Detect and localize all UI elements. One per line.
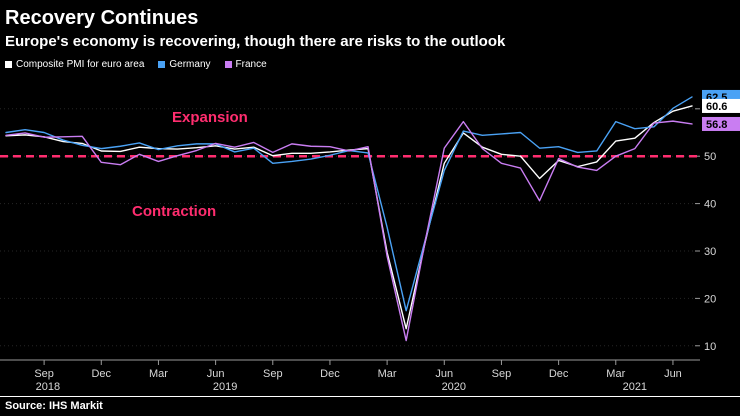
legend-label: Composite PMI for euro area [16,59,145,70]
y-tick-label: 50 [704,151,716,163]
chart-subtitle: Europe's economy is recovering, though t… [5,33,506,50]
annotation-expansion: Expansion [172,109,248,126]
end-value-badge [702,98,740,113]
year-label: 2019 [213,381,237,393]
x-tick-label: Jun [435,368,453,380]
x-tick-label: Mar [606,368,625,380]
legend-item-germany: Germany [158,59,211,70]
legend-item-euro-area: Composite PMI for euro area [5,59,144,70]
y-tick-label: 20 [704,293,716,305]
x-tick-label: Sep [263,368,283,380]
france-swatch-icon [224,61,232,68]
legend-label: France [235,59,267,70]
series-line-france [5,120,693,342]
y-tick-label: 10 [704,341,716,353]
year-label: 2018 [36,381,60,393]
x-tick-label: Jun [664,368,682,380]
legend-item-france: France [224,59,267,70]
x-tick-label: Dec [320,368,340,380]
legend-label: Germany [169,59,211,70]
end-value-label: 60.6 [706,101,727,113]
y-tick-label: 40 [704,199,716,211]
x-tick-label: Sep [492,368,512,380]
x-tick-label: Dec [549,368,569,380]
x-tick-label: Mar [378,368,397,380]
germany-swatch-icon [158,61,166,68]
series-line-composite-pmi-for-euro-area [5,105,693,330]
euro-area-swatch-icon [5,61,12,68]
x-tick-label: Dec [91,368,111,380]
chart-header: Recovery Continues Europe's economy is r… [0,0,740,70]
end-value-badge [702,116,740,131]
x-tick-label: Jun [207,368,225,380]
chart-legend: Composite PMI for euro area Germany Fran… [5,59,740,70]
x-tick-label: Sep [34,368,54,380]
annotation-contraction: Contraction [132,203,216,220]
year-label: 2020 [442,381,466,393]
x-tick-label: Mar [149,368,168,380]
source-line: Source: IHS Markit [0,396,740,416]
end-value-label: 56.8 [706,119,727,131]
page-title: Recovery Continues [5,7,199,29]
y-tick-label: 30 [704,246,716,258]
year-label: 2021 [623,381,647,393]
